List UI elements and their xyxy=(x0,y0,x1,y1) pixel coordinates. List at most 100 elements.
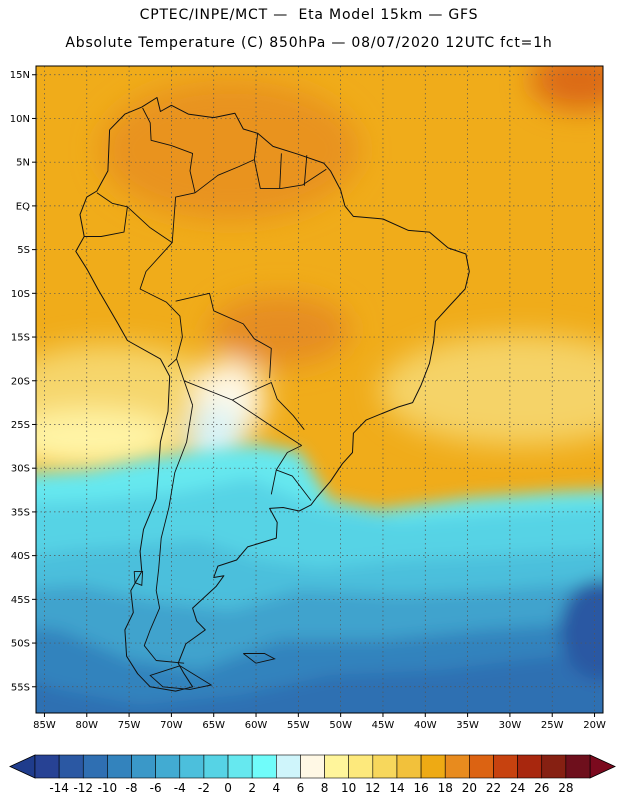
colorbar-swatch xyxy=(372,754,398,779)
map-frame xyxy=(35,65,604,714)
island-outline xyxy=(149,665,213,690)
lat-lon-grid xyxy=(36,66,603,713)
country-border xyxy=(276,469,312,501)
colorbar-swatch xyxy=(396,754,422,779)
colorbar-label: 18 xyxy=(438,781,453,795)
lon-tick-label: 80W xyxy=(75,720,98,731)
colorbar-label: -2 xyxy=(198,781,210,795)
lon-tick-label: 25W xyxy=(541,720,564,731)
lon-tick-label: 65W xyxy=(202,720,225,731)
colorbar-label: 26 xyxy=(534,781,549,795)
colorbar-swatch xyxy=(493,754,518,779)
colorbar-label: 14 xyxy=(389,781,404,795)
lon-tick-label: 40W xyxy=(414,720,437,731)
lon-tick-label: 35W xyxy=(456,720,479,731)
colorbar-label: -8 xyxy=(126,781,138,795)
island-outline xyxy=(133,570,144,586)
colorbar-label: 10 xyxy=(341,781,356,795)
chart-subtitle: Absolute Temperature (C) 850hPa — 08/07/… xyxy=(65,35,553,51)
lon-tick-label: 70W xyxy=(160,720,183,731)
colorbar-swatch xyxy=(276,754,301,779)
lon-tick-label: 60W xyxy=(245,720,268,731)
colorbar-swatch xyxy=(565,754,591,779)
lat-tick-label: 45S xyxy=(11,595,30,606)
axis-labels: 15N 10N 5N EQ 5S 10S 15S 20S 25S 30S 35S 40S 45S 50S 5… xyxy=(10,70,606,731)
colorbar-label: 6 xyxy=(297,781,305,795)
country-border xyxy=(142,107,196,193)
lon-tick-label: 45W xyxy=(372,720,395,731)
colorbar-label: -10 xyxy=(98,781,118,795)
country-border xyxy=(303,155,308,186)
colorbar-label: 4 xyxy=(272,781,280,795)
lat-tick-label: 10S xyxy=(11,289,30,300)
colorbar-label: 0 xyxy=(224,781,232,795)
colorbar-swatch xyxy=(155,754,181,779)
colorbar-label: -12 xyxy=(73,781,93,795)
lon-tick-label: 30W xyxy=(499,720,522,731)
lat-tick-label: 15S xyxy=(11,333,30,344)
lat-tick-label: 5S xyxy=(17,245,30,256)
lat-tick-label: 15N xyxy=(10,70,30,81)
country-border xyxy=(194,133,259,194)
colorbar-low-arrow xyxy=(9,754,36,779)
colorbar-swatch xyxy=(348,754,374,779)
colorbar-swatch xyxy=(541,754,567,779)
lat-tick-label: 50S xyxy=(11,639,30,650)
chart-title: CPTEC/INPE/MCT — Eta Model 15km — GFS xyxy=(139,7,479,23)
country-border xyxy=(270,445,302,495)
colorbar-label: -4 xyxy=(174,781,186,795)
colorbar-swatch xyxy=(251,754,277,779)
colorbar-label: 16 xyxy=(413,781,428,795)
colorbar-swatch xyxy=(469,754,494,779)
country-border xyxy=(232,399,302,446)
lat-tick-label: 35S xyxy=(11,507,30,518)
colorbar-swatch xyxy=(444,754,470,779)
lat-tick-label: EQ xyxy=(16,201,30,212)
colorbar-swatch xyxy=(34,754,60,779)
lat-tick-label: 5N xyxy=(16,158,30,169)
lon-tick-label: 50W xyxy=(329,720,352,731)
colorbar-swatch xyxy=(227,754,253,779)
colorbar-label: 28 xyxy=(558,781,573,795)
country-border xyxy=(183,380,305,430)
lon-tick-label: 20W xyxy=(583,720,606,731)
lat-tick-label: 55S xyxy=(11,682,30,693)
colorbar-swatch xyxy=(107,754,132,779)
lon-tick-label: 85W xyxy=(33,720,56,731)
colorbar-swatch xyxy=(131,754,156,779)
colorbar-label: 12 xyxy=(365,781,380,795)
country-border xyxy=(143,405,194,664)
colorbar-swatch xyxy=(203,754,229,779)
colorbar-swatch xyxy=(420,754,446,779)
land-outlines xyxy=(75,97,470,692)
colorbar-swatch xyxy=(300,754,325,779)
country-border xyxy=(171,192,196,243)
coastline xyxy=(75,97,470,692)
island-outline xyxy=(243,653,276,664)
lat-tick-label: 30S xyxy=(11,464,30,475)
colorbar-label: 22 xyxy=(486,781,501,795)
colorbar-label: 8 xyxy=(321,781,329,795)
colorbar-label: -6 xyxy=(150,781,162,795)
country-border xyxy=(279,153,282,189)
lon-tick-label: 55W xyxy=(287,720,310,731)
colorbar-swatch xyxy=(517,754,543,779)
lat-tick-label: 25S xyxy=(11,420,30,431)
colorbar-swatch xyxy=(179,754,205,779)
country-border xyxy=(84,192,128,237)
colorbar-label: 24 xyxy=(510,781,525,795)
lon-tick-label: 75W xyxy=(118,720,141,731)
colorbar-high-arrow xyxy=(589,754,616,779)
colorbar-swatch xyxy=(82,754,108,779)
temperature-field xyxy=(36,66,603,713)
colorbar-swatch xyxy=(324,754,349,779)
lat-tick-label: 20S xyxy=(11,376,30,387)
colorbar-label: 20 xyxy=(462,781,477,795)
lat-tick-label: 40S xyxy=(11,551,30,562)
colorbar-swatch xyxy=(58,754,84,779)
country-border xyxy=(127,206,183,368)
country-border xyxy=(175,292,272,379)
colorbar-label: 2 xyxy=(248,781,256,795)
country-border xyxy=(253,159,327,189)
